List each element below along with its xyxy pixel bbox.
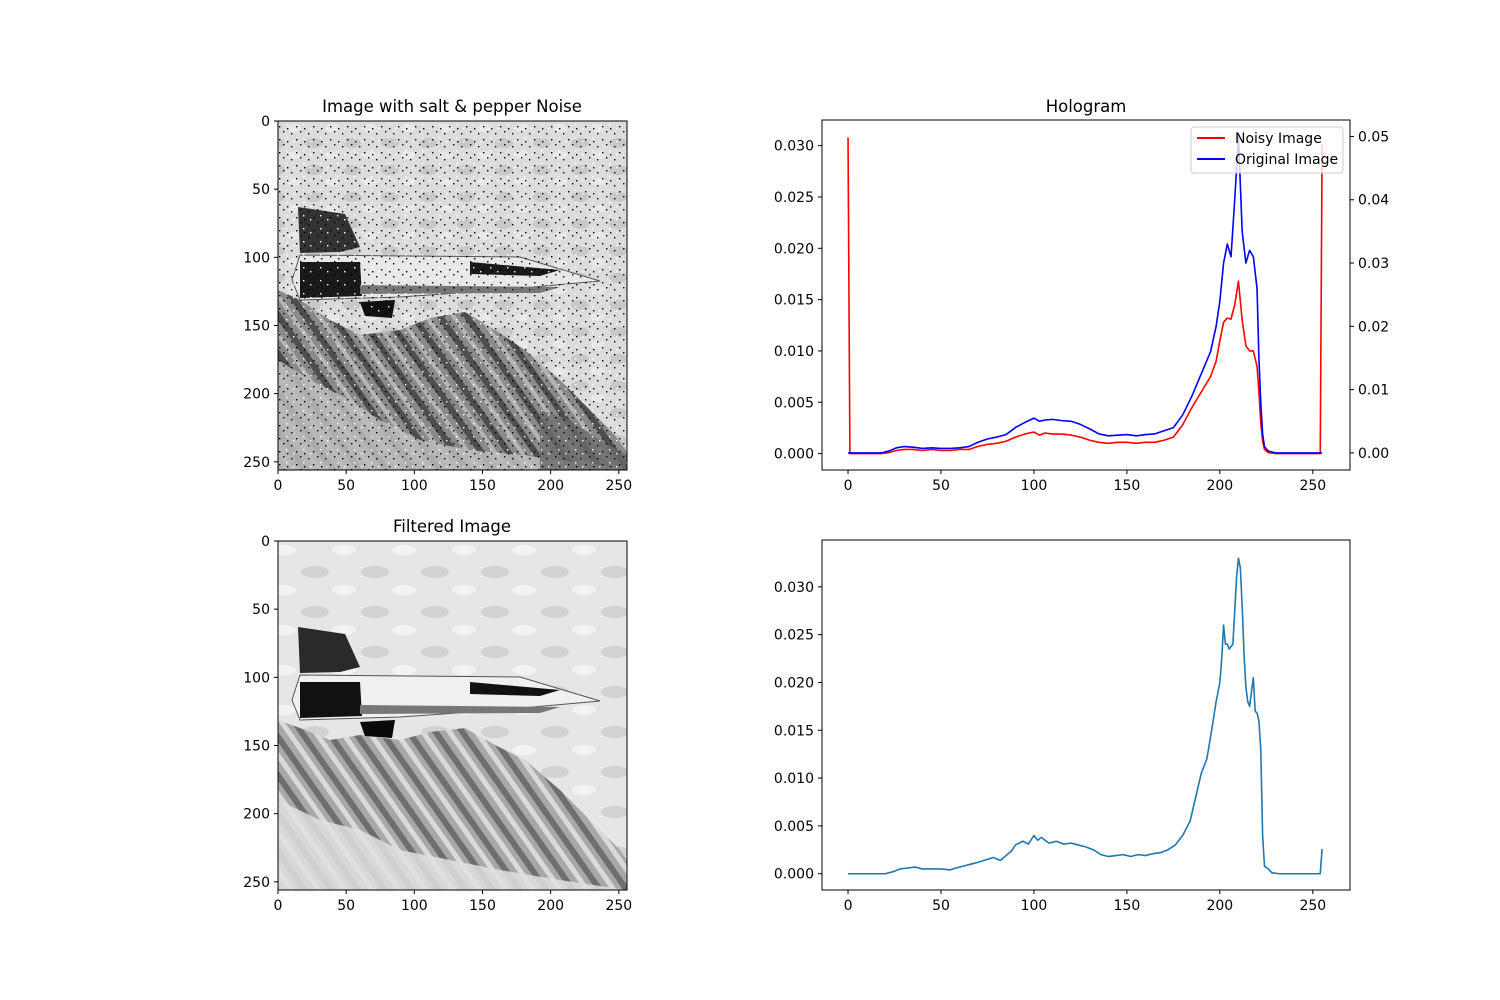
hologram-left-ytick-label: 0.030 [774, 139, 814, 155]
hologram-left-ytick-label: 0.025 [774, 190, 814, 206]
hologram-left-ytick-label: 0.005 [774, 395, 814, 411]
img2-xtick-label: 150 [469, 898, 496, 914]
original-image-series-line [848, 135, 1323, 454]
hologram-legend: Noisy Image Original Image [1190, 126, 1344, 174]
hologram-xtick-label: 50 [932, 478, 950, 494]
filtered-histogram-series-line [848, 557, 1323, 875]
hologram-x-axis: 0 50 100 150 200 250 [844, 470, 1326, 494]
hologram-right-y-axis: 0.00 0.01 0.02 0.03 0.04 0.05 [1350, 129, 1389, 462]
noisy-image-series-line [847, 137, 1323, 455]
filtered-histogram-y-axis: 0.000 0.005 0.010 0.015 0.020 0.025 0.030 [774, 580, 822, 883]
hologram-panel: Hologram 0 50 100 150 200 250 0.0000.0050.010… [774, 97, 1389, 494]
img1-ytick-label: 100 [243, 250, 270, 266]
hologram-xtick-label: 150 [1114, 478, 1141, 494]
filtered-histogram-plot-area [848, 557, 1323, 875]
filtered-hist-xtick-label: 0 [844, 898, 853, 914]
img1-xtick-label: 150 [469, 478, 496, 494]
hologram-right-ytick-label: 0.01 [1358, 383, 1389, 399]
filtered-image-y-axis: 0 50 100 150 200 250 [243, 534, 278, 891]
filtered-hist-xtick-label: 100 [1021, 898, 1048, 914]
img2-xtick-label: 250 [605, 898, 632, 914]
hologram-right-ytick-label: 0.00 [1358, 446, 1389, 462]
filtered-hist-ytick-label: 0.025 [774, 628, 814, 644]
legend-label-original: Original Image [1235, 152, 1338, 168]
filtered-hist-ytick-label: 0.015 [774, 723, 814, 739]
img2-ytick-label: 100 [243, 670, 270, 686]
img1-ytick-label: 0 [261, 114, 270, 130]
noisy-image-panel: Image with salt & pepper Noise 0 50 100 150… [243, 97, 632, 494]
img1-ytick-label: 150 [243, 318, 270, 334]
img2-ytick-label: 250 [243, 875, 270, 891]
filtered-hist-xtick-label: 250 [1299, 898, 1326, 914]
img1-xtick-label: 250 [605, 478, 632, 494]
hologram-right-ytick-label: 0.05 [1358, 129, 1389, 145]
filtered-hist-xtick-label: 200 [1206, 898, 1233, 914]
hologram-right-ytick-label: 0.02 [1358, 319, 1389, 335]
hologram-left-ytick-label: 0.015 [774, 293, 814, 309]
filtered-image-x-axis: 0 50 100 150 200 250 [274, 890, 632, 914]
hologram-right-ytick-label: 0.04 [1358, 193, 1389, 209]
hologram-frame [821, 119, 1351, 471]
filtered-histogram-x-axis: 0 50 100 150 200 250 [844, 890, 1326, 914]
noisy-image-frame [277, 120, 628, 471]
hologram-left-ytick-label: 0.000 [774, 447, 814, 463]
hologram-plot-area [847, 135, 1323, 455]
filtered-image [278, 541, 627, 890]
img1-ytick-label: 200 [243, 387, 270, 403]
img1-xtick-label: 200 [537, 478, 564, 494]
img2-xtick-label: 0 [274, 898, 283, 914]
img2-xtick-label: 200 [537, 898, 564, 914]
img1-xtick-label: 0 [274, 478, 283, 494]
img2-xtick-label: 100 [401, 898, 428, 914]
hologram-left-ytick-label: 0.010 [774, 344, 814, 360]
filtered-hist-ytick-label: 0.005 [774, 819, 814, 835]
img2-xtick-label: 50 [337, 898, 355, 914]
filtered-image-panel: Filtered Image 0 50 100 150 200 250 0 50 100 150… [243, 517, 632, 914]
filtered-histogram-panel: 0 50 100 150 200 250 0.000 0.005 0.010 0.015 0.02… [774, 539, 1351, 914]
filtered-histogram-frame [821, 539, 1351, 891]
img2-ytick-label: 200 [243, 807, 270, 823]
hologram-left-y-axis: 0.000 0.005 0.010 0.015 0.020 0.025 0.030 [774, 139, 822, 463]
hologram-xtick-label: 100 [1021, 478, 1048, 494]
filtered-image-frame [277, 540, 628, 891]
filtered-hist-ytick-label: 0.000 [774, 867, 814, 883]
img1-xtick-label: 100 [401, 478, 428, 494]
noisy-image-x-axis: 0 50 100 150 200 250 [274, 470, 632, 494]
legend-box [1190, 126, 1344, 174]
hologram-right-ytick-label: 0.03 [1358, 256, 1389, 272]
noisy-image-y-axis: 0 50 100 150 200 250 [243, 114, 278, 471]
noisy-image-title: Image with salt & pepper Noise [322, 97, 582, 116]
hologram-xtick-label: 0 [844, 478, 853, 494]
img1-xtick-label: 50 [337, 478, 355, 494]
filtered-hist-ytick-label: 0.010 [774, 771, 814, 787]
hologram-left-ytick-label: 0.020 [774, 241, 814, 257]
img2-ytick-label: 50 [252, 602, 270, 618]
filtered-hist-ytick-label: 0.020 [774, 675, 814, 691]
img2-ytick-label: 150 [243, 738, 270, 754]
noisy-image [278, 121, 627, 470]
hologram-xtick-label: 200 [1206, 478, 1233, 494]
legend-label-noisy: Noisy Image [1235, 131, 1322, 147]
hologram-title: Hologram [1046, 97, 1127, 116]
filtered-hist-ytick-label: 0.030 [774, 580, 814, 596]
filtered-image-title: Filtered Image [393, 517, 511, 536]
hologram-xtick-label: 250 [1299, 478, 1326, 494]
filtered-hist-xtick-label: 150 [1114, 898, 1141, 914]
img1-ytick-label: 50 [252, 182, 270, 198]
filtered-hist-xtick-label: 50 [932, 898, 950, 914]
img2-ytick-label: 0 [261, 534, 270, 550]
img1-ytick-label: 250 [243, 455, 270, 471]
